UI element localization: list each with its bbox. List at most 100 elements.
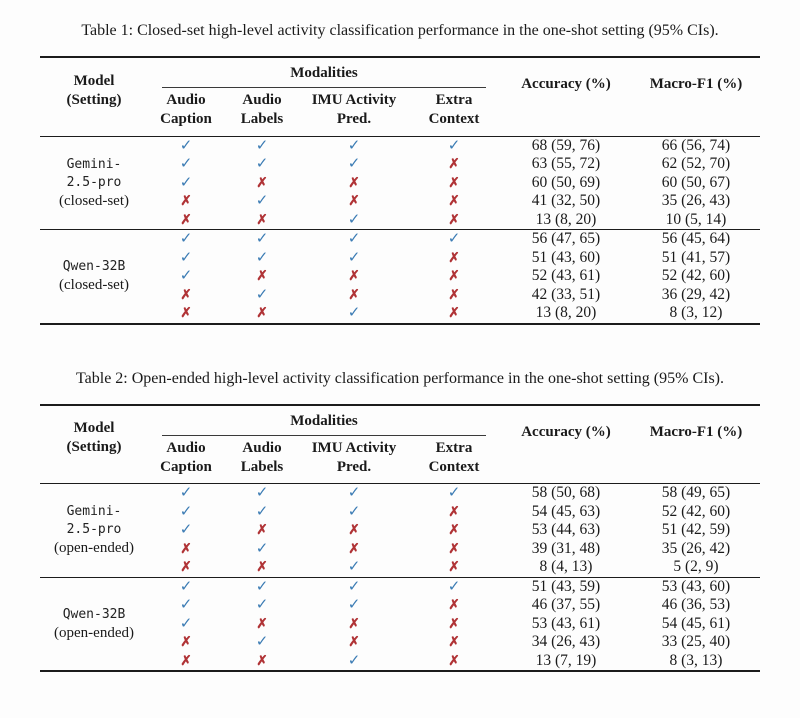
modality-cell: ✗ xyxy=(408,192,500,211)
table-row: ✗ ✗ ✓ ✗ 13 (8, 20) 8 (3, 12) xyxy=(40,304,760,324)
cross-icon: ✗ xyxy=(180,540,192,556)
modality-cell: ✗ xyxy=(408,174,500,193)
macro-f1-cell: 8 (3, 13) xyxy=(669,651,723,669)
model-setting-line: (open-ended) xyxy=(54,540,134,557)
check-icon: ✓ xyxy=(347,211,361,228)
check-icon: ✓ xyxy=(347,156,361,172)
modality-cell: ✗ xyxy=(300,286,408,305)
accuracy-cell: 63 (55, 72) xyxy=(531,155,601,172)
check-icon: ✓ xyxy=(255,540,269,557)
table-row: Gemini- 2.5-pro (open-ended) ✓ ✓ ✓ ✓ 58 (50, 68… xyxy=(40,484,760,556)
accuracy-cell: 58 (50, 68) xyxy=(531,484,601,501)
accuracy-cell: 13 (7, 19) xyxy=(535,651,597,669)
modality-cell: ✓ xyxy=(224,230,300,249)
modality-cell: ✓ xyxy=(300,558,408,577)
check-icon: ✓ xyxy=(255,231,269,247)
table2-group-gemini: Gemini- 2.5-pro (open-ended) ✓ ✓ ✓ ✓ 58 (50, 68… xyxy=(40,484,760,577)
cross-icon: ✗ xyxy=(448,540,460,556)
table-row: Gemini- 2.5-pro (closed-set) ✓ ✓ ✓ ✓ 68 (59, 76… xyxy=(40,136,760,209)
model-name-line: Qwen-32B xyxy=(62,259,126,275)
model-name-line: 2.5-pro xyxy=(66,522,122,538)
modality-cell: ✓ xyxy=(408,230,500,249)
macro-f1-cell: 33 (25, 40) xyxy=(661,633,731,650)
model-name-line: 2.5-pro xyxy=(66,174,122,190)
check-icon: ✓ xyxy=(447,231,461,247)
modality-cell: ✗ xyxy=(148,540,224,559)
cross-icon: ✗ xyxy=(180,193,192,208)
macro-f1-cell: 8 (3, 12) xyxy=(669,304,723,321)
cross-icon: ✗ xyxy=(180,305,192,320)
cross-icon: ✗ xyxy=(256,211,268,227)
table-row: ✗ ✗ ✓ ✗ 13 (7, 19) 8 (3, 13) xyxy=(40,652,760,672)
header-accuracy: Accuracy (%) xyxy=(521,76,611,93)
check-icon: ✓ xyxy=(255,503,269,520)
model-setting-line: (closed-set) xyxy=(59,277,129,294)
check-icon: ✓ xyxy=(255,485,269,501)
modality-cell: ✓ xyxy=(300,577,408,596)
accuracy-cell: 56 (47, 65) xyxy=(531,230,601,247)
check-icon: ✓ xyxy=(179,503,193,520)
modality-cell: ✗ xyxy=(408,304,500,324)
macro-f1-cell: 52 (42, 60) xyxy=(661,502,731,520)
modality-cell: ✗ xyxy=(408,652,500,672)
table2-header: Model (Setting) Modalities Accuracy (%) … xyxy=(40,405,760,484)
modality-cell: ✓ xyxy=(148,521,224,540)
check-icon: ✓ xyxy=(347,559,361,575)
modality-cell: ✗ xyxy=(224,521,300,540)
cross-icon: ✗ xyxy=(256,522,268,537)
modality-cell: ✓ xyxy=(224,596,300,615)
modality-cell: ✓ xyxy=(408,577,500,596)
accuracy-cell: 60 (50, 69) xyxy=(531,173,601,191)
check-icon: ✓ xyxy=(447,485,461,501)
cross-icon: ✗ xyxy=(448,559,460,574)
cross-icon: ✗ xyxy=(448,597,460,612)
header-extra-context: Extra Context xyxy=(428,439,480,475)
table-row: ✗ ✓ ✗ ✗ 39 (31, 48) 35 (26, 42) xyxy=(40,540,760,559)
model-name-line: Gemini- xyxy=(66,156,122,172)
table2-caption: Table 2: Open-ended high-level activity … xyxy=(75,369,724,387)
cross-icon: ✗ xyxy=(256,652,268,668)
header-modalities: Modalities xyxy=(148,405,500,436)
table-row: ✓ ✗ ✗ ✗ 53 (44, 63) 51 (42, 59) xyxy=(40,521,760,540)
modality-cell: ✓ xyxy=(224,540,300,559)
check-icon: ✓ xyxy=(179,174,193,191)
table-row: ✓ ✗ ✗ ✗ 60 (50, 69) 60 (50, 67) xyxy=(40,174,760,193)
modality-cell: ✗ xyxy=(408,540,500,559)
model-setting-cell: Gemini- 2.5-pro (closed-set) xyxy=(40,136,148,230)
modality-cell: ✓ xyxy=(224,192,300,211)
accuracy-cell: 42 (33, 51) xyxy=(531,285,601,303)
modality-cell: ✓ xyxy=(300,230,408,249)
macro-f1-cell: 58 (49, 65) xyxy=(661,484,731,501)
modality-cell: ✗ xyxy=(408,249,500,268)
macro-f1-cell: 52 (42, 60) xyxy=(661,267,731,284)
check-icon: ✓ xyxy=(347,305,361,321)
accuracy-cell: 53 (44, 63) xyxy=(531,521,601,538)
modality-cell: ✗ xyxy=(224,211,300,230)
accuracy-cell: 34 (26, 43) xyxy=(531,633,601,650)
table-row: Qwen-32B (open-ended) ✓ ✓ ✓ ✓ 51 (43, 59) 53 (4… xyxy=(40,577,760,641)
modality-cell: ✓ xyxy=(224,155,300,174)
check-icon: ✓ xyxy=(179,522,193,538)
table-row: ✗ ✓ ✗ ✗ 34 (26, 43) 33 (25, 40) xyxy=(40,633,760,652)
accuracy-cell: 53 (43, 61) xyxy=(531,614,601,632)
modality-cell: ✗ xyxy=(300,521,408,540)
modality-cell: ✓ xyxy=(224,577,300,596)
modality-cell: ✗ xyxy=(224,615,300,634)
cross-icon: ✗ xyxy=(348,286,360,302)
modality-cell: ✓ xyxy=(148,155,224,174)
modality-cell: ✓ xyxy=(408,484,500,503)
macro-f1-cell: 36 (29, 42) xyxy=(661,285,731,303)
cross-icon: ✗ xyxy=(448,268,460,283)
modality-cell: ✓ xyxy=(148,174,224,193)
check-icon: ✓ xyxy=(347,597,361,613)
cross-icon: ✗ xyxy=(180,211,192,227)
modality-cell: ✓ xyxy=(224,136,300,155)
macro-f1-cell: 35 (26, 43) xyxy=(661,192,731,209)
modality-cell: ✓ xyxy=(148,230,224,249)
macro-f1-cell: 46 (36, 53) xyxy=(661,596,731,613)
cross-icon: ✗ xyxy=(348,615,360,631)
check-icon: ✓ xyxy=(179,231,193,247)
modality-cell: ✓ xyxy=(300,596,408,615)
cross-icon: ✗ xyxy=(256,559,268,574)
cross-icon: ✗ xyxy=(448,174,460,190)
